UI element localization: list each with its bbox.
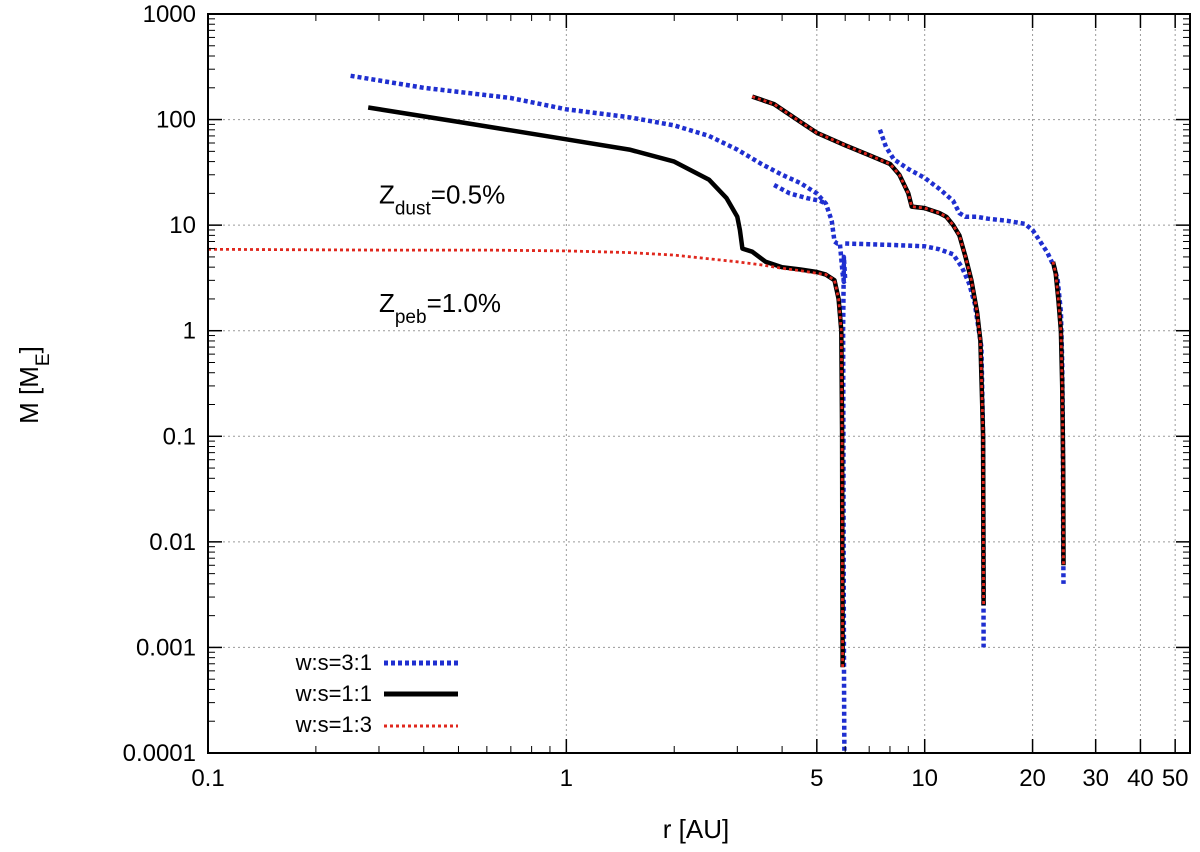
- y-tick-label: 0.0001: [123, 740, 196, 767]
- y-tick-label: 100: [156, 107, 196, 134]
- y-tick-label: 10: [169, 212, 196, 239]
- legend-label-1-3: w:s=1:3: [295, 712, 372, 737]
- legend-label-1-1: w:s=1:1: [295, 681, 372, 706]
- annotation-zpeb-rest: =1.0%: [427, 288, 501, 318]
- x-tick-label: 0.1: [191, 765, 224, 792]
- annotation-zdust-main: Z: [379, 180, 395, 210]
- y-tick-label: 0.001: [136, 634, 196, 661]
- series-1-3-track-1: [751, 95, 985, 606]
- legend: w:s=3:1 w:s=1:1 w:s=1:3: [295, 650, 458, 737]
- x-tick-label: 5: [810, 765, 823, 792]
- annotation-zpeb: Zpeb=1.0%: [379, 288, 501, 328]
- annotation-zpeb-main: Z: [379, 288, 395, 318]
- x-axis-label: r [AU]: [663, 814, 729, 844]
- x-tick-label: 50: [1162, 765, 1189, 792]
- series-layer: [207, 73, 1066, 754]
- series-1-3-track-2: [1051, 261, 1065, 566]
- x-tick-label: 10: [911, 765, 938, 792]
- x-tick-label: 20: [1019, 765, 1046, 792]
- x-tick-label: 40: [1127, 765, 1154, 792]
- annotation-zdust-sub: dust: [395, 198, 432, 219]
- annotation-zdust-rest: =0.5%: [431, 180, 505, 210]
- series-1-3-track-0: [207, 247, 844, 668]
- grid: [208, 14, 1190, 753]
- annotation-zdust: Zdust=0.5%: [379, 180, 505, 220]
- y-axis-label-main: M [M: [14, 366, 44, 424]
- y-axis-label-sub: E: [33, 353, 54, 366]
- plot-frame: [207, 13, 1191, 754]
- annotation-zpeb-sub: peb: [395, 307, 427, 328]
- legend-label-3-1: w:s=3:1: [295, 650, 372, 675]
- series-3-1-track-1: [773, 183, 827, 206]
- y-axis-label: M [ME]: [14, 346, 54, 424]
- x-tick-label: 1: [560, 765, 573, 792]
- series-3-1-track-0: [350, 73, 848, 754]
- axis-ticks: 0.0001 0.001 0.01 0.1 1 10 100 1000 0.1 1 5 10 20 30 4…: [123, 1, 1190, 792]
- y-tick-label: 1: [183, 318, 196, 345]
- y-tick-label: 1000: [143, 1, 196, 28]
- y-tick-label: 0.1: [163, 423, 196, 450]
- x-tick-label: 30: [1082, 765, 1109, 792]
- y-axis-label-close: ]: [14, 346, 44, 353]
- y-tick-label: 0.01: [149, 529, 196, 556]
